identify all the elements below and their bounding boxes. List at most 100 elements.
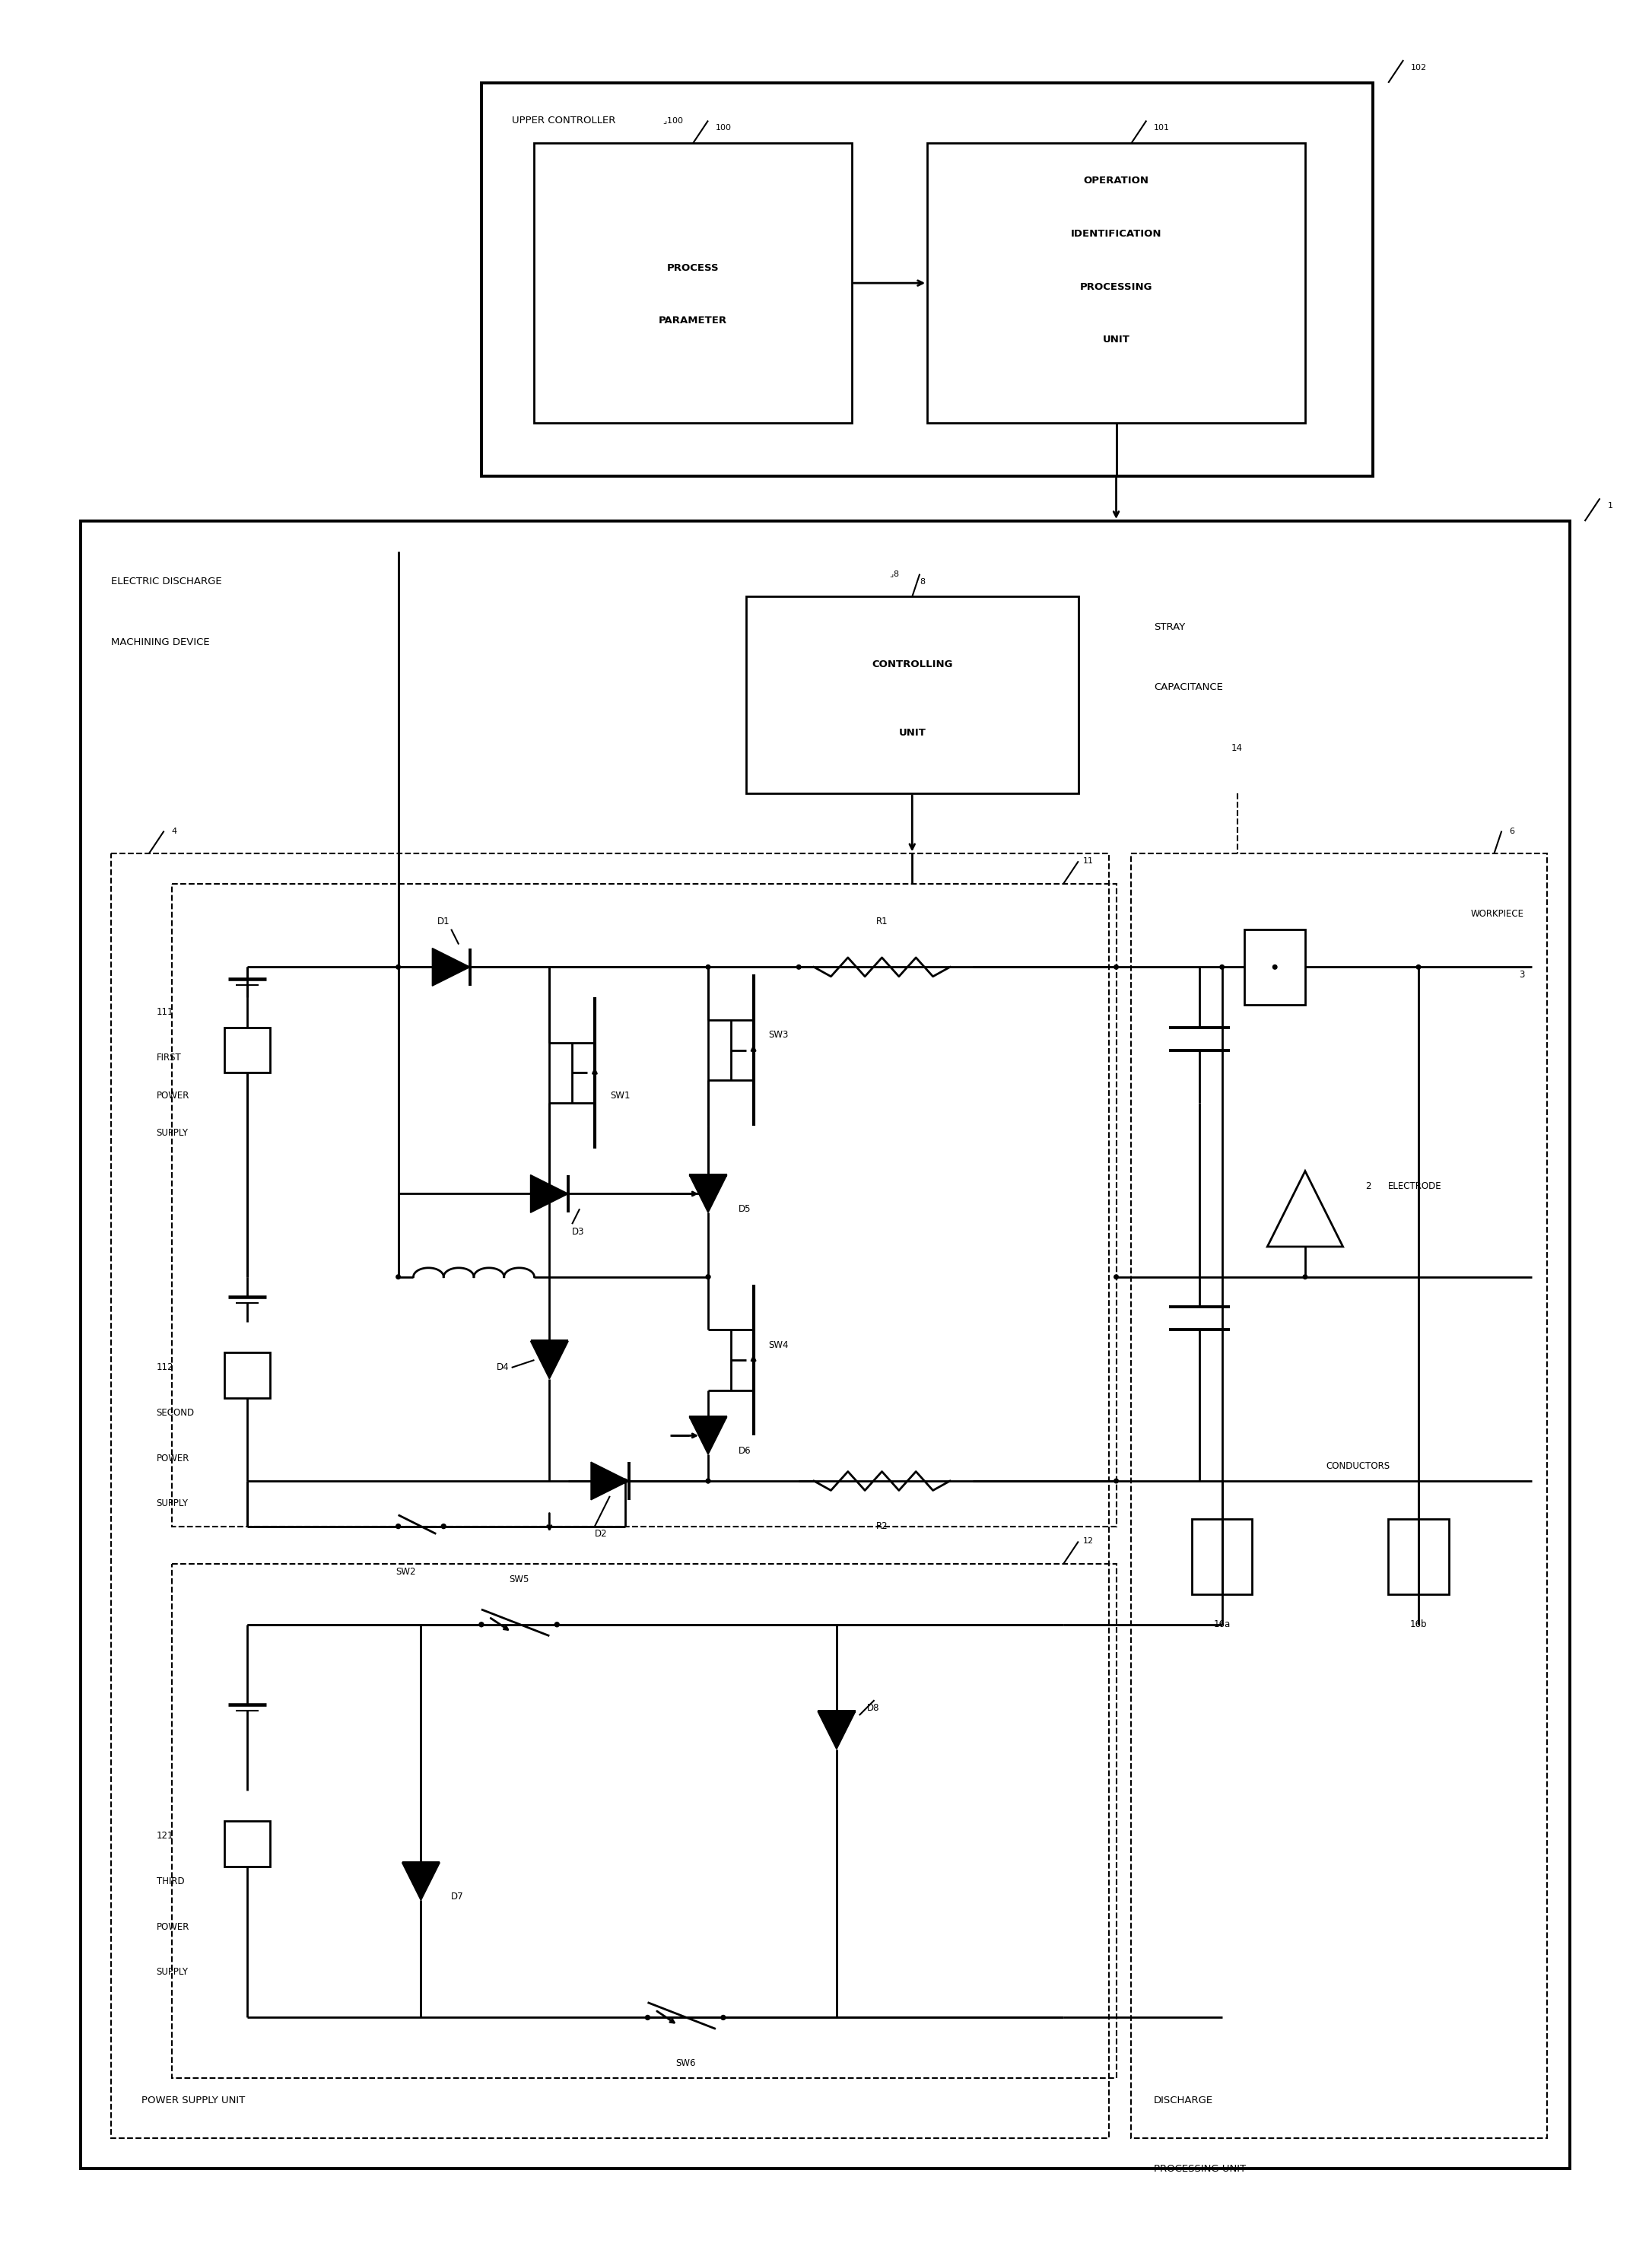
Text: PROCESSING UNIT: PROCESSING UNIT bbox=[1155, 2163, 1246, 2174]
Text: IDENTIFICATION: IDENTIFICATION bbox=[1070, 230, 1161, 239]
Polygon shape bbox=[401, 1863, 439, 1902]
Text: CAPACITANCE: CAPACITANCE bbox=[1155, 683, 1222, 692]
Text: 111: 111 bbox=[157, 1007, 173, 1018]
Polygon shape bbox=[433, 949, 471, 987]
Text: ELECTRODE: ELECTRODE bbox=[1388, 1181, 1442, 1192]
Circle shape bbox=[705, 1478, 710, 1482]
Text: R2: R2 bbox=[876, 1521, 887, 1532]
Circle shape bbox=[479, 1622, 484, 1627]
Polygon shape bbox=[818, 1712, 856, 1748]
Text: WORKPIECE: WORKPIECE bbox=[1470, 910, 1525, 919]
Circle shape bbox=[623, 1478, 628, 1482]
Text: 121: 121 bbox=[157, 1832, 173, 1841]
Text: 12: 12 bbox=[1082, 1537, 1094, 1546]
Circle shape bbox=[705, 1275, 710, 1280]
Text: 2: 2 bbox=[1366, 1181, 1371, 1192]
Text: D2: D2 bbox=[595, 1530, 608, 1539]
Text: POWER: POWER bbox=[157, 1922, 190, 1931]
Bar bbox=[111, 854, 1108, 2138]
Circle shape bbox=[796, 964, 801, 969]
Text: D6: D6 bbox=[738, 1446, 752, 1455]
Text: $\lrcorner$8: $\lrcorner$8 bbox=[889, 570, 900, 579]
Text: THIRD: THIRD bbox=[157, 1877, 185, 1886]
Circle shape bbox=[441, 1523, 446, 1528]
Text: SUPPLY: SUPPLY bbox=[157, 1129, 188, 1138]
Text: D3: D3 bbox=[572, 1226, 585, 1237]
Text: D1: D1 bbox=[438, 917, 449, 926]
Bar bbox=[225, 1352, 269, 1397]
Text: D8: D8 bbox=[867, 1703, 879, 1712]
Polygon shape bbox=[530, 1341, 568, 1379]
Circle shape bbox=[1416, 964, 1421, 969]
Text: 16b: 16b bbox=[1409, 1620, 1427, 1629]
Text: SUPPLY: SUPPLY bbox=[157, 1498, 188, 1510]
Text: 16a: 16a bbox=[1214, 1620, 1231, 1629]
Text: R1: R1 bbox=[876, 917, 887, 926]
Bar bbox=[927, 144, 1305, 424]
Circle shape bbox=[705, 1275, 710, 1280]
Circle shape bbox=[555, 1622, 560, 1627]
Text: OPERATION: OPERATION bbox=[1084, 176, 1148, 187]
Text: CONDUCTORS: CONDUCTORS bbox=[1327, 1460, 1389, 1471]
Text: SW5: SW5 bbox=[509, 1575, 529, 1584]
Text: 14: 14 bbox=[1231, 743, 1242, 753]
Text: PROCESSING: PROCESSING bbox=[1080, 282, 1153, 293]
Bar bbox=[747, 597, 1079, 793]
Text: UNIT: UNIT bbox=[1102, 336, 1130, 345]
Bar bbox=[225, 1027, 269, 1072]
Bar bbox=[81, 520, 1569, 2170]
Text: POWER: POWER bbox=[157, 1090, 190, 1099]
Bar bbox=[481, 83, 1373, 475]
Text: SECOND: SECOND bbox=[157, 1408, 195, 1417]
Circle shape bbox=[396, 1275, 400, 1280]
Text: SW1: SW1 bbox=[610, 1090, 629, 1099]
Polygon shape bbox=[1267, 1172, 1343, 1246]
Polygon shape bbox=[689, 1174, 727, 1212]
Circle shape bbox=[1303, 1275, 1307, 1280]
Text: 1: 1 bbox=[1607, 502, 1612, 509]
Text: 112: 112 bbox=[157, 1363, 173, 1372]
Text: D7: D7 bbox=[451, 1893, 464, 1902]
Text: D5: D5 bbox=[738, 1203, 752, 1214]
Text: $\lrcorner$100: $\lrcorner$100 bbox=[662, 115, 684, 126]
Text: CONTROLLING: CONTROLLING bbox=[872, 660, 953, 669]
Text: 100: 100 bbox=[715, 124, 732, 133]
Circle shape bbox=[1113, 964, 1118, 969]
Text: SW3: SW3 bbox=[768, 1030, 788, 1041]
Text: SW4: SW4 bbox=[768, 1341, 788, 1350]
Bar bbox=[1388, 1519, 1449, 1595]
Polygon shape bbox=[591, 1462, 629, 1500]
Text: PARAMETER: PARAMETER bbox=[659, 315, 727, 327]
Text: FIRST: FIRST bbox=[157, 1052, 182, 1063]
Text: ELECTRIC DISCHARGE: ELECTRIC DISCHARGE bbox=[111, 577, 221, 586]
Text: PROCESS: PROCESS bbox=[667, 264, 719, 273]
Bar bbox=[225, 1820, 269, 1865]
Circle shape bbox=[705, 1192, 710, 1196]
Text: MACHINING DEVICE: MACHINING DEVICE bbox=[111, 638, 210, 647]
Circle shape bbox=[720, 2014, 725, 2021]
Text: POWER: POWER bbox=[157, 1453, 190, 1462]
Text: 102: 102 bbox=[1411, 63, 1427, 72]
Text: 4: 4 bbox=[172, 827, 177, 836]
Bar bbox=[1132, 854, 1546, 2138]
Polygon shape bbox=[689, 1417, 727, 1455]
Text: 101: 101 bbox=[1155, 124, 1170, 133]
Text: D4: D4 bbox=[497, 1363, 509, 1372]
Text: 11: 11 bbox=[1082, 858, 1094, 865]
Circle shape bbox=[1113, 1478, 1118, 1482]
Text: STRAY: STRAY bbox=[1155, 622, 1186, 631]
Circle shape bbox=[646, 2014, 649, 2021]
Circle shape bbox=[705, 1478, 710, 1482]
Text: 6: 6 bbox=[1510, 827, 1515, 836]
Text: SUPPLY: SUPPLY bbox=[157, 1967, 188, 1978]
Circle shape bbox=[396, 964, 400, 969]
Bar bbox=[534, 144, 852, 424]
Circle shape bbox=[1113, 1275, 1118, 1280]
Circle shape bbox=[396, 1523, 400, 1528]
Text: 8: 8 bbox=[920, 577, 925, 586]
Circle shape bbox=[1272, 964, 1277, 969]
Text: UPPER CONTROLLER: UPPER CONTROLLER bbox=[512, 115, 615, 126]
Circle shape bbox=[705, 964, 710, 969]
Polygon shape bbox=[530, 1174, 568, 1212]
Text: 3: 3 bbox=[1518, 969, 1525, 980]
